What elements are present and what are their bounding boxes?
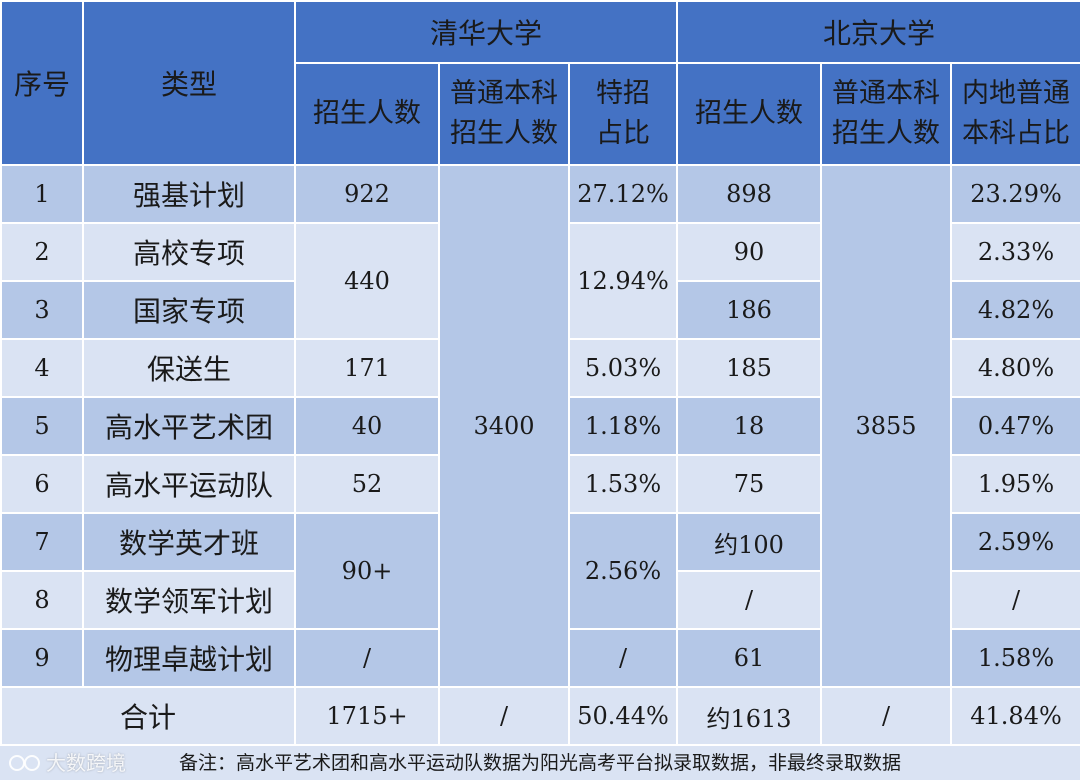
cell-pk-ratio: 2.33%	[950, 222, 1080, 282]
cell-th-ratio: 1.53%	[567, 454, 679, 514]
cell-seq: 1	[0, 164, 84, 224]
table-row: 9 物理卓越计划 / / 61 1.58%	[0, 628, 1080, 688]
cell-pk-enroll: 61	[676, 628, 823, 688]
cell-type: 强基计划	[82, 164, 296, 224]
table-row: 4 保送生 171 5.03% 185 4.80%	[0, 338, 1080, 398]
watermark: 大数跨境	[8, 748, 126, 778]
cell-th-enroll: /	[294, 628, 440, 688]
header-pk-enroll: 招生人数	[676, 62, 823, 166]
cell-th-ratio: /	[567, 628, 679, 688]
header-type: 类型	[82, 0, 296, 166]
cell-th-enroll: 171	[294, 338, 440, 398]
cell-type: 高水平艺术团	[82, 396, 296, 456]
total-th-ratio: 50.44%	[567, 686, 679, 746]
cell-seq: 2	[0, 222, 84, 282]
cell-th-enroll: 90+	[294, 512, 440, 630]
watermark-text: 大数跨境	[46, 751, 126, 775]
cell-type: 高校专项	[82, 222, 296, 282]
cell-th-ratio: 1.18%	[567, 396, 679, 456]
total-th-enroll: 1715+	[294, 686, 440, 746]
cell-pk-ratio: 2.59%	[950, 512, 1080, 572]
footnote: 备注：高水平艺术团和高水平运动队数据为阳光高考平台拟录取数据，非最终录取数据	[0, 746, 1080, 780]
cell-seq: 5	[0, 396, 84, 456]
cell-th-enroll: 922	[294, 164, 440, 224]
table-row: 6 高水平运动队 52 1.53% 75 1.95%	[0, 454, 1080, 514]
cell-th-regular-total: 3400	[438, 164, 570, 688]
cell-pk-ratio: 4.82%	[950, 280, 1080, 340]
table-row: 5 高水平艺术团 40 1.18% 18 0.47%	[0, 396, 1080, 456]
header-tsinghua: 清华大学	[293, 0, 679, 64]
header-seq: 序号	[0, 0, 84, 166]
table-row: 3 国家专项 186 4.82%	[0, 280, 1080, 340]
table-row: 8 数学领军计划 / /	[0, 570, 1080, 630]
cell-pk-enroll: 185	[676, 338, 823, 398]
header-th-ratio: 特招 占比	[567, 62, 679, 166]
cell-th-enroll: 440	[294, 222, 440, 340]
cell-pk-enroll: /	[676, 570, 823, 630]
cell-pk-regular-total: 3855	[820, 164, 953, 688]
cell-th-ratio: 2.56%	[567, 512, 679, 630]
cell-pk-ratio: 23.29%	[950, 164, 1080, 224]
admission-table: 序号 类型 清华大学 北京大学 招生人数 普通本科 招生人数 特招 占比 招生人数 …	[0, 0, 1080, 746]
cell-pk-ratio: 4.80%	[950, 338, 1080, 398]
total-pk-ratio: 41.84%	[950, 686, 1080, 746]
cell-pk-ratio: /	[950, 570, 1080, 630]
cell-th-ratio: 27.12%	[567, 164, 679, 224]
total-pk-regular: /	[820, 686, 953, 746]
cell-pk-ratio: 1.58%	[950, 628, 1080, 688]
header-th-enroll: 招生人数	[294, 62, 440, 166]
cell-seq: 6	[0, 454, 84, 514]
header-pku: 北京大学	[676, 0, 1080, 64]
cell-pk-enroll: 约100	[676, 512, 823, 572]
cell-seq: 7	[0, 512, 84, 572]
watermark-logo-icon	[9, 755, 40, 771]
cell-type: 数学英才班	[82, 512, 296, 572]
cell-type: 保送生	[82, 338, 296, 398]
cell-seq: 9	[0, 628, 84, 688]
cell-type: 数学领军计划	[82, 570, 296, 630]
total-th-regular: /	[438, 686, 570, 746]
cell-pk-enroll: 18	[676, 396, 823, 456]
cell-type: 物理卓越计划	[82, 628, 296, 688]
cell-pk-ratio: 1.95%	[950, 454, 1080, 514]
table-row: 7 数学英才班 90+ 2.56% 约100 2.59%	[0, 512, 1080, 630]
table-row: 1 强基计划 922 3400 27.12% 898 3855 23.29%	[0, 164, 1080, 688]
table-row: 2 高校专项 440 12.94% 90 2.33%	[0, 222, 1080, 340]
cell-th-ratio: 12.94%	[567, 222, 679, 340]
cell-pk-ratio: 0.47%	[950, 396, 1080, 456]
cell-th-enroll: 40	[294, 396, 440, 456]
cell-pk-enroll: 75	[676, 454, 823, 514]
header-pk-ratio: 内地普通 本科占比	[950, 62, 1080, 166]
cell-type: 国家专项	[82, 280, 296, 340]
cell-seq: 4	[0, 338, 84, 398]
header-pk-regular: 普通本科 招生人数	[820, 62, 953, 166]
cell-th-enroll: 52	[294, 454, 440, 514]
cell-pk-enroll: 90	[676, 222, 823, 282]
total-pk-enroll: 约1613	[676, 686, 823, 746]
cell-pk-enroll: 898	[676, 164, 823, 224]
cell-pk-enroll: 186	[676, 280, 823, 340]
cell-seq: 8	[0, 570, 84, 630]
cell-th-ratio: 5.03%	[567, 338, 679, 398]
total-label: 合计	[0, 686, 296, 746]
header-th-regular: 普通本科 招生人数	[438, 62, 570, 166]
cell-seq: 3	[0, 280, 84, 340]
cell-type: 高水平运动队	[82, 454, 296, 514]
total-row: 合计 1715+ / 50.44% 约1613 / 41.84%	[0, 686, 1080, 746]
